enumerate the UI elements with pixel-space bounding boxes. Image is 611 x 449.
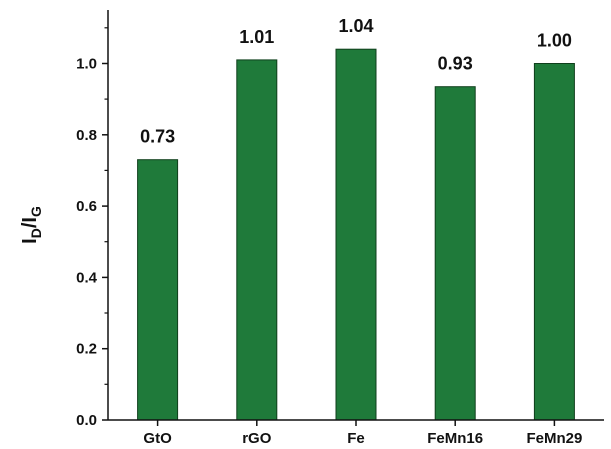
y-tick-label: 0.4 bbox=[76, 269, 98, 286]
data-labels-group: 0.73 1.01 1.04 0.93 1.00 bbox=[140, 16, 572, 147]
data-label-femn29: 1.00 bbox=[537, 31, 572, 51]
bars-group bbox=[137, 48, 575, 421]
x-tick-label-femn16: FeMn16 bbox=[427, 430, 483, 447]
y-axis-title-sep: /I bbox=[19, 217, 41, 228]
y-tick-label: 1.0 bbox=[76, 56, 97, 73]
data-label-fe: 1.04 bbox=[338, 16, 373, 36]
bar-rgo bbox=[236, 59, 278, 421]
x-tick-label-femn29: FeMn29 bbox=[526, 430, 582, 447]
data-label-gto: 0.73 bbox=[140, 127, 175, 147]
y-tick-label: 0.2 bbox=[76, 341, 97, 358]
x-ticks-group: GtO rGO Fe FeMn16 FeMn29 bbox=[143, 420, 582, 447]
y-axis-title-sub1: D bbox=[28, 228, 44, 238]
x-tick-label-fe: Fe bbox=[347, 430, 365, 447]
bar-femn29 bbox=[533, 63, 575, 421]
bar-gto bbox=[137, 159, 179, 421]
y-tick-label: 0.6 bbox=[76, 198, 97, 215]
y-tick-label: 0.8 bbox=[76, 127, 97, 144]
x-tick-label-rgo: rGO bbox=[242, 430, 272, 447]
data-label-rgo: 1.01 bbox=[239, 27, 274, 47]
y-axis-title-sub2: G bbox=[28, 206, 44, 217]
y-ticks-group: 0.0 0.2 0.4 0.6 0.8 1.0 bbox=[76, 27, 108, 429]
y-axis-title: ID/IG bbox=[19, 206, 44, 244]
data-label-femn16: 0.93 bbox=[438, 54, 473, 74]
y-tick-label: 0.0 bbox=[76, 412, 97, 429]
x-tick-label-gto: GtO bbox=[143, 430, 172, 447]
y-axis-title-base1: I bbox=[19, 238, 41, 244]
bar-femn16 bbox=[434, 86, 476, 421]
bar-fe bbox=[335, 48, 377, 421]
